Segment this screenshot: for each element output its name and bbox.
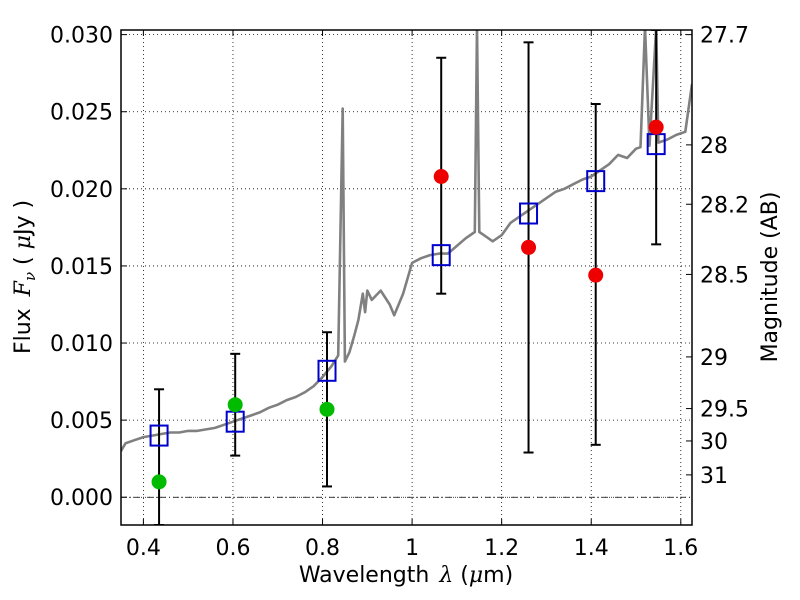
y-axis-title-open: ( bbox=[11, 249, 36, 272]
y2-tick-label: 29 bbox=[700, 346, 728, 371]
circle-marker-2-1 bbox=[521, 239, 537, 255]
square-marker-5 bbox=[586, 170, 606, 193]
marker-group bbox=[149, 119, 666, 490]
y-tick-label: 0.010 bbox=[50, 332, 113, 357]
y-tick-label: 0.000 bbox=[50, 486, 113, 511]
plot-area bbox=[121, 30, 692, 525]
axis-ticks bbox=[121, 30, 692, 525]
y-tick-label: 0.030 bbox=[50, 24, 113, 49]
grid bbox=[121, 30, 692, 525]
y2-tick-label: 28 bbox=[700, 134, 728, 159]
circle-marker-2-0 bbox=[433, 168, 449, 184]
spectrum-line bbox=[121, 30, 692, 452]
circle-marker-1-0 bbox=[151, 474, 167, 490]
y-tick-label: 0.020 bbox=[50, 178, 113, 203]
circle-marker-1-1 bbox=[227, 397, 243, 413]
y2-tick-label: 29.5 bbox=[700, 398, 749, 423]
y-tick-label: 0.005 bbox=[50, 409, 113, 434]
y-axis-title-unit-prefix: μ bbox=[11, 235, 36, 249]
x-tick-label: 1.4 bbox=[574, 536, 609, 561]
x-tick-label: 0.6 bbox=[215, 536, 250, 561]
y-tick-label: 0.015 bbox=[50, 255, 113, 280]
y-axis-title-subscript: ν bbox=[21, 272, 39, 281]
x-tick-labels: 0.4 0.6 0.8 1 1.2 1.4 1.6 bbox=[126, 536, 698, 561]
x-axis-title-close: m) bbox=[483, 563, 513, 588]
x-axis-title: Wavelength λ (μm) bbox=[299, 563, 513, 588]
x-axis-title-symbol: λ bbox=[438, 563, 453, 588]
x-axis-title-unit-prefix: μ bbox=[469, 563, 483, 588]
square-marker-3 bbox=[431, 244, 451, 267]
x-tick-label: 0.4 bbox=[126, 536, 161, 561]
y2-tick-label: 27.7 bbox=[700, 24, 749, 49]
circle-marker-2-2 bbox=[588, 267, 604, 283]
circle-marker-1-2 bbox=[319, 401, 335, 417]
plot-frame bbox=[120, 29, 693, 526]
y2-tick-label: 28.2 bbox=[700, 193, 749, 218]
y2-axis-title: Magnitude (AB) bbox=[758, 192, 783, 363]
circle-marker-2-3 bbox=[648, 119, 664, 135]
square-marker-0 bbox=[149, 424, 169, 447]
y-axis-title-close: Jy ) bbox=[11, 200, 36, 237]
spectrum-group bbox=[121, 30, 692, 452]
y2-tick-label: 31 bbox=[700, 464, 728, 489]
y-axis-title-prefix: Flux bbox=[11, 308, 36, 354]
square-marker-2 bbox=[317, 359, 337, 382]
y-tick-label: 0.025 bbox=[50, 101, 113, 126]
y-axis-title: Flux Fν ( μJy ) bbox=[11, 200, 39, 354]
y-axis-title-symbol: F bbox=[11, 280, 36, 297]
x-tick-label: 1 bbox=[405, 536, 419, 561]
y2-tick-labels: 27.7 28 28.2 28.5 29 29.5 30 31 bbox=[700, 24, 749, 489]
x-tick-label: 1.2 bbox=[484, 536, 519, 561]
x-tick-label: 1.6 bbox=[663, 536, 698, 561]
y-tick-labels: 0.000 0.005 0.010 0.015 0.020 0.025 0.030 bbox=[50, 24, 113, 512]
y2-tick-label: 28.5 bbox=[700, 263, 749, 288]
x-tick-label: 0.8 bbox=[305, 536, 340, 561]
square-marker-4 bbox=[519, 202, 539, 225]
x-axis-title-prefix: Wavelength bbox=[299, 563, 430, 588]
y2-tick-label: 30 bbox=[700, 430, 728, 455]
x-axis-title-open: ( bbox=[453, 563, 469, 588]
